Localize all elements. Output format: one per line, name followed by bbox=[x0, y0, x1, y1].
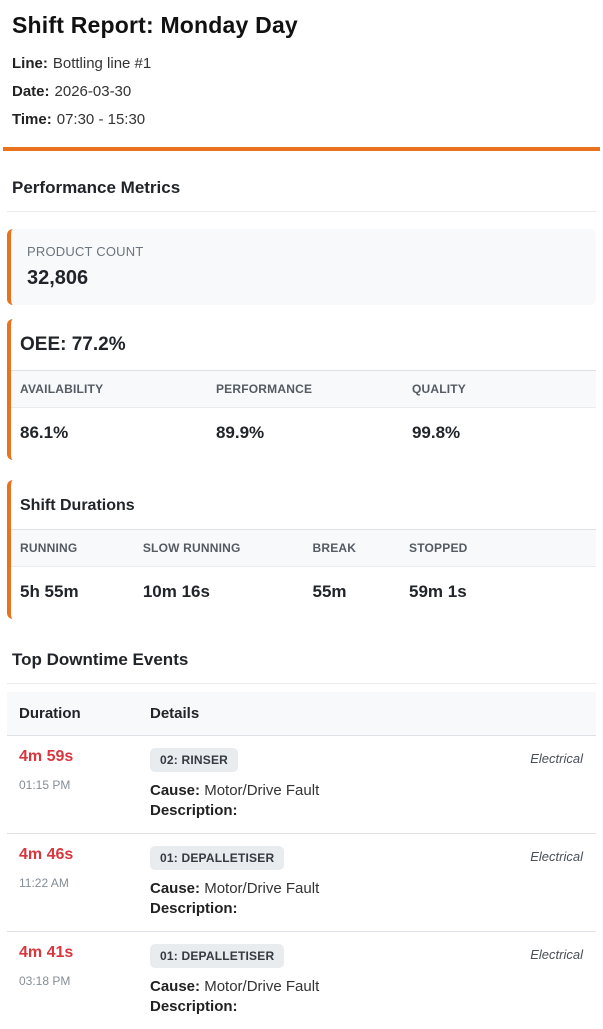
meta-time-label: Time: bbox=[12, 111, 52, 128]
shift-durations-card: Shift Durations RUNNING SLOW RUNNING BRE… bbox=[7, 480, 596, 619]
downtime-col-duration: Duration bbox=[7, 692, 138, 736]
oee-title: OEE: 77.2% bbox=[11, 319, 596, 370]
section-rule bbox=[7, 683, 596, 684]
downtime-event-row: 4m 59s 01:15 PM 02: RINSER Cause: Motor/… bbox=[7, 736, 596, 834]
oee-table: AVAILABILITY PERFORMANCE QUALITY 86.1% 8… bbox=[11, 370, 596, 460]
oee-col-performance: PERFORMANCE bbox=[207, 371, 403, 408]
downtime-col-details: Details bbox=[138, 692, 486, 736]
durations-value-running: 5h 55m bbox=[11, 567, 134, 620]
meta-line-value: Bottling line #1 bbox=[53, 55, 151, 72]
meta-date-value: 2026-03-30 bbox=[55, 83, 132, 100]
event-category: Electrical bbox=[486, 736, 596, 834]
event-duration: 4m 41s bbox=[19, 944, 130, 962]
oee-col-availability: AVAILABILITY bbox=[11, 371, 207, 408]
section-rule bbox=[7, 211, 596, 212]
oee-col-quality: QUALITY bbox=[403, 371, 596, 408]
event-time: 11:22 AM bbox=[19, 876, 130, 890]
event-time: 01:15 PM bbox=[19, 778, 130, 792]
oee-value-availability: 86.1% bbox=[11, 408, 207, 461]
downtime-event-row: 4m 46s 11:22 AM 01: DEPALLETISER Cause: … bbox=[7, 834, 596, 932]
shift-report-page: Shift Report: Monday Day Line: Bottling l… bbox=[0, 12, 603, 1029]
meta-time: Time: 07:30 - 15:30 bbox=[12, 111, 591, 128]
product-count-card: PRODUCT COUNT 32,806 bbox=[7, 229, 596, 305]
machine-badge: 02: RINSER bbox=[150, 748, 238, 772]
meta-line: Line: Bottling line #1 bbox=[12, 55, 591, 72]
durations-value-break: 55m bbox=[303, 567, 400, 620]
shift-durations-table: RUNNING SLOW RUNNING BREAK STOPPED 5h 55… bbox=[11, 529, 596, 619]
shift-durations-title: Shift Durations bbox=[11, 480, 596, 529]
event-cause: Cause: Motor/Drive Fault bbox=[150, 781, 478, 801]
downtime-events-table: Duration Details 4m 59s 01:15 PM 02: RIN… bbox=[7, 692, 596, 1029]
event-cause: Cause: Motor/Drive Fault bbox=[150, 977, 478, 997]
meta-date: Date: 2026-03-30 bbox=[12, 83, 591, 100]
durations-value-stopped: 59m 1s bbox=[400, 567, 596, 620]
section-title-performance: Performance Metrics bbox=[12, 178, 591, 198]
durations-col-slow-running: SLOW RUNNING bbox=[134, 530, 304, 567]
accent-divider bbox=[3, 147, 600, 151]
event-duration: 4m 59s bbox=[19, 748, 130, 766]
downtime-col-category bbox=[486, 692, 596, 736]
durations-col-stopped: STOPPED bbox=[400, 530, 596, 567]
event-time: 03:18 PM bbox=[19, 974, 130, 988]
durations-value-slow-running: 10m 16s bbox=[134, 567, 304, 620]
meta-time-value: 07:30 - 15:30 bbox=[57, 111, 145, 128]
event-category: Electrical bbox=[486, 834, 596, 932]
event-cause: Cause: Motor/Drive Fault bbox=[150, 879, 478, 899]
downtime-header-row: Duration Details bbox=[7, 692, 596, 736]
oee-value-quality: 99.8% bbox=[403, 408, 596, 461]
product-count-value: 32,806 bbox=[27, 267, 580, 290]
event-duration: 4m 46s bbox=[19, 846, 130, 864]
oee-value-performance: 89.9% bbox=[207, 408, 403, 461]
product-count-label: PRODUCT COUNT bbox=[27, 244, 580, 259]
machine-badge: 01: DEPALLETISER bbox=[150, 846, 284, 870]
machine-badge: 01: DEPALLETISER bbox=[150, 944, 284, 968]
event-description: Description: bbox=[150, 899, 478, 919]
durations-col-break: BREAK bbox=[303, 530, 400, 567]
meta-line-label: Line: bbox=[12, 55, 48, 72]
meta-date-label: Date: bbox=[12, 83, 50, 100]
event-description: Description: bbox=[150, 997, 478, 1017]
oee-card: OEE: 77.2% AVAILABILITY PERFORMANCE QUAL… bbox=[7, 319, 596, 460]
durations-col-running: RUNNING bbox=[11, 530, 134, 567]
section-title-downtime: Top Downtime Events bbox=[12, 650, 591, 670]
event-category: Electrical bbox=[486, 932, 596, 1029]
event-description: Description: bbox=[150, 801, 478, 821]
page-title: Shift Report: Monday Day bbox=[12, 12, 591, 39]
downtime-event-row: 4m 41s 03:18 PM 01: DEPALLETISER Cause: … bbox=[7, 932, 596, 1029]
